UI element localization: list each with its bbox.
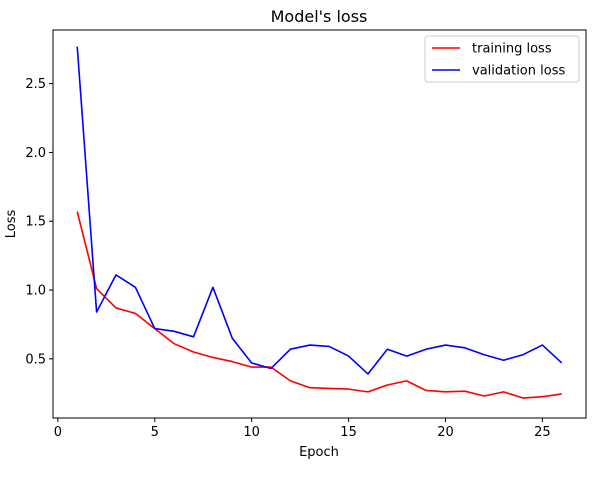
y-tick-label: 2.0	[25, 146, 46, 161]
x-axis-label: Epoch	[299, 445, 339, 460]
legend-box	[424, 35, 580, 83]
chart-title: Model's loss	[271, 7, 368, 26]
plot-area	[76, 46, 563, 399]
legend: training loss validation loss	[424, 35, 580, 83]
y-axis: 0.5 1.0 1.5 2.0 2.5	[25, 77, 53, 367]
legend-label-1: validation loss	[472, 64, 565, 79]
x-tick-label: 10	[243, 425, 260, 440]
x-tick-label: 20	[437, 425, 454, 440]
series-line-0	[76, 211, 562, 399]
x-axis: 0 5 10 15 20 25	[54, 418, 551, 440]
x-tick-label: 5	[151, 425, 159, 440]
y-tick-label: 1.5	[25, 215, 46, 230]
y-axis-label: Loss	[4, 210, 19, 239]
y-tick-label: 1.0	[25, 284, 46, 299]
axes-frame	[52, 29, 587, 419]
legend-label-0: training loss	[472, 42, 552, 57]
series-line-1	[76, 46, 563, 375]
x-tick-label: 25	[534, 425, 551, 440]
x-tick-label: 15	[340, 425, 357, 440]
y-tick-label: 0.5	[25, 352, 46, 367]
x-tick-label: 0	[54, 425, 62, 440]
y-tick-label: 2.5	[25, 77, 46, 92]
